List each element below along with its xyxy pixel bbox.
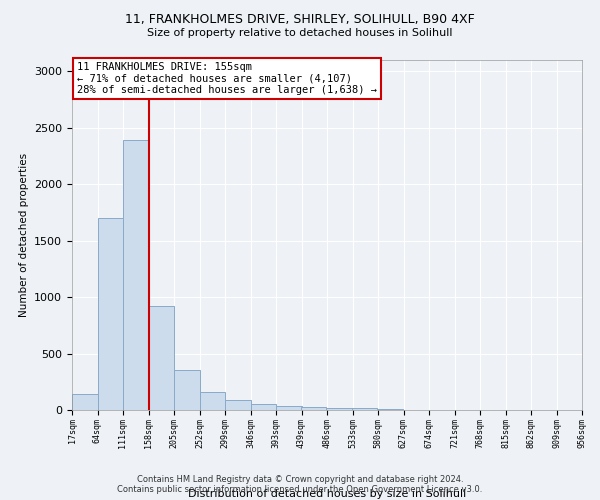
Bar bbox=[225, 400, 251, 410]
Bar bbox=[123, 140, 149, 410]
Text: Size of property relative to detached houses in Solihull: Size of property relative to detached ho… bbox=[147, 28, 453, 38]
Y-axis label: Number of detached properties: Number of detached properties bbox=[19, 153, 29, 317]
Bar bbox=[326, 408, 352, 410]
Bar bbox=[174, 370, 199, 410]
Bar bbox=[251, 404, 276, 410]
Bar bbox=[199, 392, 225, 410]
Bar bbox=[97, 218, 123, 410]
Bar bbox=[72, 394, 97, 410]
Bar bbox=[149, 306, 174, 410]
Text: 11, FRANKHOLMES DRIVE, SHIRLEY, SOLIHULL, B90 4XF: 11, FRANKHOLMES DRIVE, SHIRLEY, SOLIHULL… bbox=[125, 12, 475, 26]
Bar bbox=[276, 406, 302, 410]
Bar bbox=[301, 407, 326, 410]
X-axis label: Distribution of detached houses by size in Solihull: Distribution of detached houses by size … bbox=[188, 490, 466, 500]
Text: Contains HM Land Registry data © Crown copyright and database right 2024.
Contai: Contains HM Land Registry data © Crown c… bbox=[118, 474, 482, 494]
Bar bbox=[377, 409, 403, 410]
Bar bbox=[352, 408, 377, 410]
Text: 11 FRANKHOLMES DRIVE: 155sqm
← 71% of detached houses are smaller (4,107)
28% of: 11 FRANKHOLMES DRIVE: 155sqm ← 71% of de… bbox=[77, 62, 377, 95]
